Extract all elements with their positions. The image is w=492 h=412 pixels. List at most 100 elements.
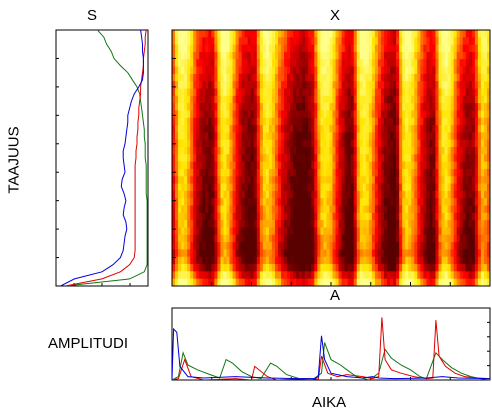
heatmap-cell [241, 198, 246, 207]
heatmap-cell [250, 147, 255, 155]
heatmap-cell [474, 220, 479, 229]
heatmap-cell [368, 227, 373, 236]
heatmap-cell [426, 212, 431, 221]
panel-s-series-red [65, 30, 147, 286]
heatmap-cell [199, 66, 203, 75]
heatmap-cell [417, 73, 421, 82]
heatmap-cell [453, 59, 458, 68]
heatmap-cell [175, 212, 179, 221]
heatmap-cell [199, 103, 203, 112]
heatmap-cell [271, 264, 276, 272]
heatmap-cell [181, 73, 185, 82]
heatmap-cell [374, 183, 379, 192]
heatmap-cell [335, 44, 340, 53]
heatmap-cell [338, 51, 343, 60]
heatmap-cell [287, 30, 291, 38]
heatmap-cell [435, 249, 440, 258]
heatmap-cell [414, 183, 418, 192]
heatmap-cell [253, 132, 258, 141]
heatmap-cell [444, 176, 449, 185]
heatmap-cell [380, 132, 385, 141]
heatmap-cell [268, 278, 273, 286]
heatmap-cell [314, 51, 318, 60]
heatmap-cell [175, 139, 179, 148]
heatmap-cell [305, 59, 309, 68]
heatmap-cell [178, 242, 182, 251]
heatmap-cell [332, 88, 337, 97]
heatmap-cell [356, 147, 361, 155]
heatmap-cell [350, 212, 355, 221]
heatmap-cell [241, 249, 246, 258]
heatmap-cell [486, 205, 490, 214]
heatmap-cell [338, 154, 343, 163]
heatmap-cell [384, 125, 388, 133]
heatmap-cell [308, 190, 312, 199]
heatmap-cell [399, 81, 403, 90]
heatmap-cell [477, 125, 482, 133]
heatmap-cell [311, 125, 315, 133]
heatmap-cell [380, 220, 385, 229]
heatmap-cell [253, 81, 258, 90]
heatmap-cell [256, 256, 261, 265]
heatmap-cell [238, 168, 243, 177]
heatmap-cell [250, 95, 255, 104]
heatmap-cell [338, 256, 343, 265]
heatmap-cell [362, 103, 367, 112]
heatmap-cell [241, 154, 246, 163]
heatmap-cell [317, 249, 321, 258]
heatmap-cell [302, 37, 306, 46]
heatmap-cell [190, 227, 194, 236]
heatmap-cell [241, 66, 246, 75]
heatmap-cell [399, 117, 403, 126]
heatmap-cell [396, 147, 400, 155]
heatmap-cell [456, 168, 461, 177]
heatmap-cell [399, 227, 403, 236]
heatmap-cell [402, 51, 406, 60]
heatmap-cell [447, 66, 452, 75]
heatmap-cell [181, 30, 185, 38]
heatmap-cell [435, 154, 440, 163]
heatmap-cell [335, 103, 340, 112]
heatmap-cell [362, 183, 367, 192]
heatmap-cell [320, 190, 325, 199]
heatmap-cell [299, 139, 303, 148]
heatmap-cell [483, 256, 488, 265]
heatmap-cell [178, 256, 182, 265]
heatmap-cell [441, 88, 446, 97]
heatmap-cell [332, 59, 337, 68]
heatmap-cell [387, 264, 391, 272]
heatmap-cell [184, 205, 188, 214]
heatmap-cell [320, 220, 325, 229]
heatmap-cell [483, 125, 488, 133]
heatmap-cell [214, 147, 219, 155]
heatmap-cell [483, 161, 488, 170]
heatmap-cell [359, 73, 364, 82]
heatmap-cell [399, 37, 403, 46]
heatmap-cell [423, 168, 427, 177]
heatmap-cell [199, 242, 203, 251]
heatmap-cell [374, 176, 379, 185]
heatmap-cell [268, 212, 273, 221]
heatmap-cell [323, 117, 328, 126]
heatmap-cell [384, 88, 388, 97]
heatmap-cell [193, 176, 197, 185]
heatmap-cell [362, 271, 367, 280]
heatmap-cell [181, 249, 185, 258]
heatmap-cell [341, 176, 346, 185]
heatmap-cell [486, 147, 490, 155]
heatmap-cell [217, 227, 222, 236]
heatmap-cell [235, 59, 240, 68]
heatmap-cell [196, 234, 200, 243]
heatmap-cell [290, 73, 294, 82]
heatmap-cell [329, 234, 334, 243]
heatmap-cell [247, 264, 252, 272]
heatmap-cell [223, 183, 228, 192]
heatmap-cell [471, 220, 476, 229]
heatmap-cell [202, 183, 206, 192]
heatmap-cell [350, 205, 355, 214]
heatmap-cell [250, 161, 255, 170]
heatmap-cell [483, 139, 488, 148]
heatmap-cell [308, 44, 312, 53]
heatmap-cell [235, 81, 240, 90]
heatmap-cell [256, 117, 261, 126]
